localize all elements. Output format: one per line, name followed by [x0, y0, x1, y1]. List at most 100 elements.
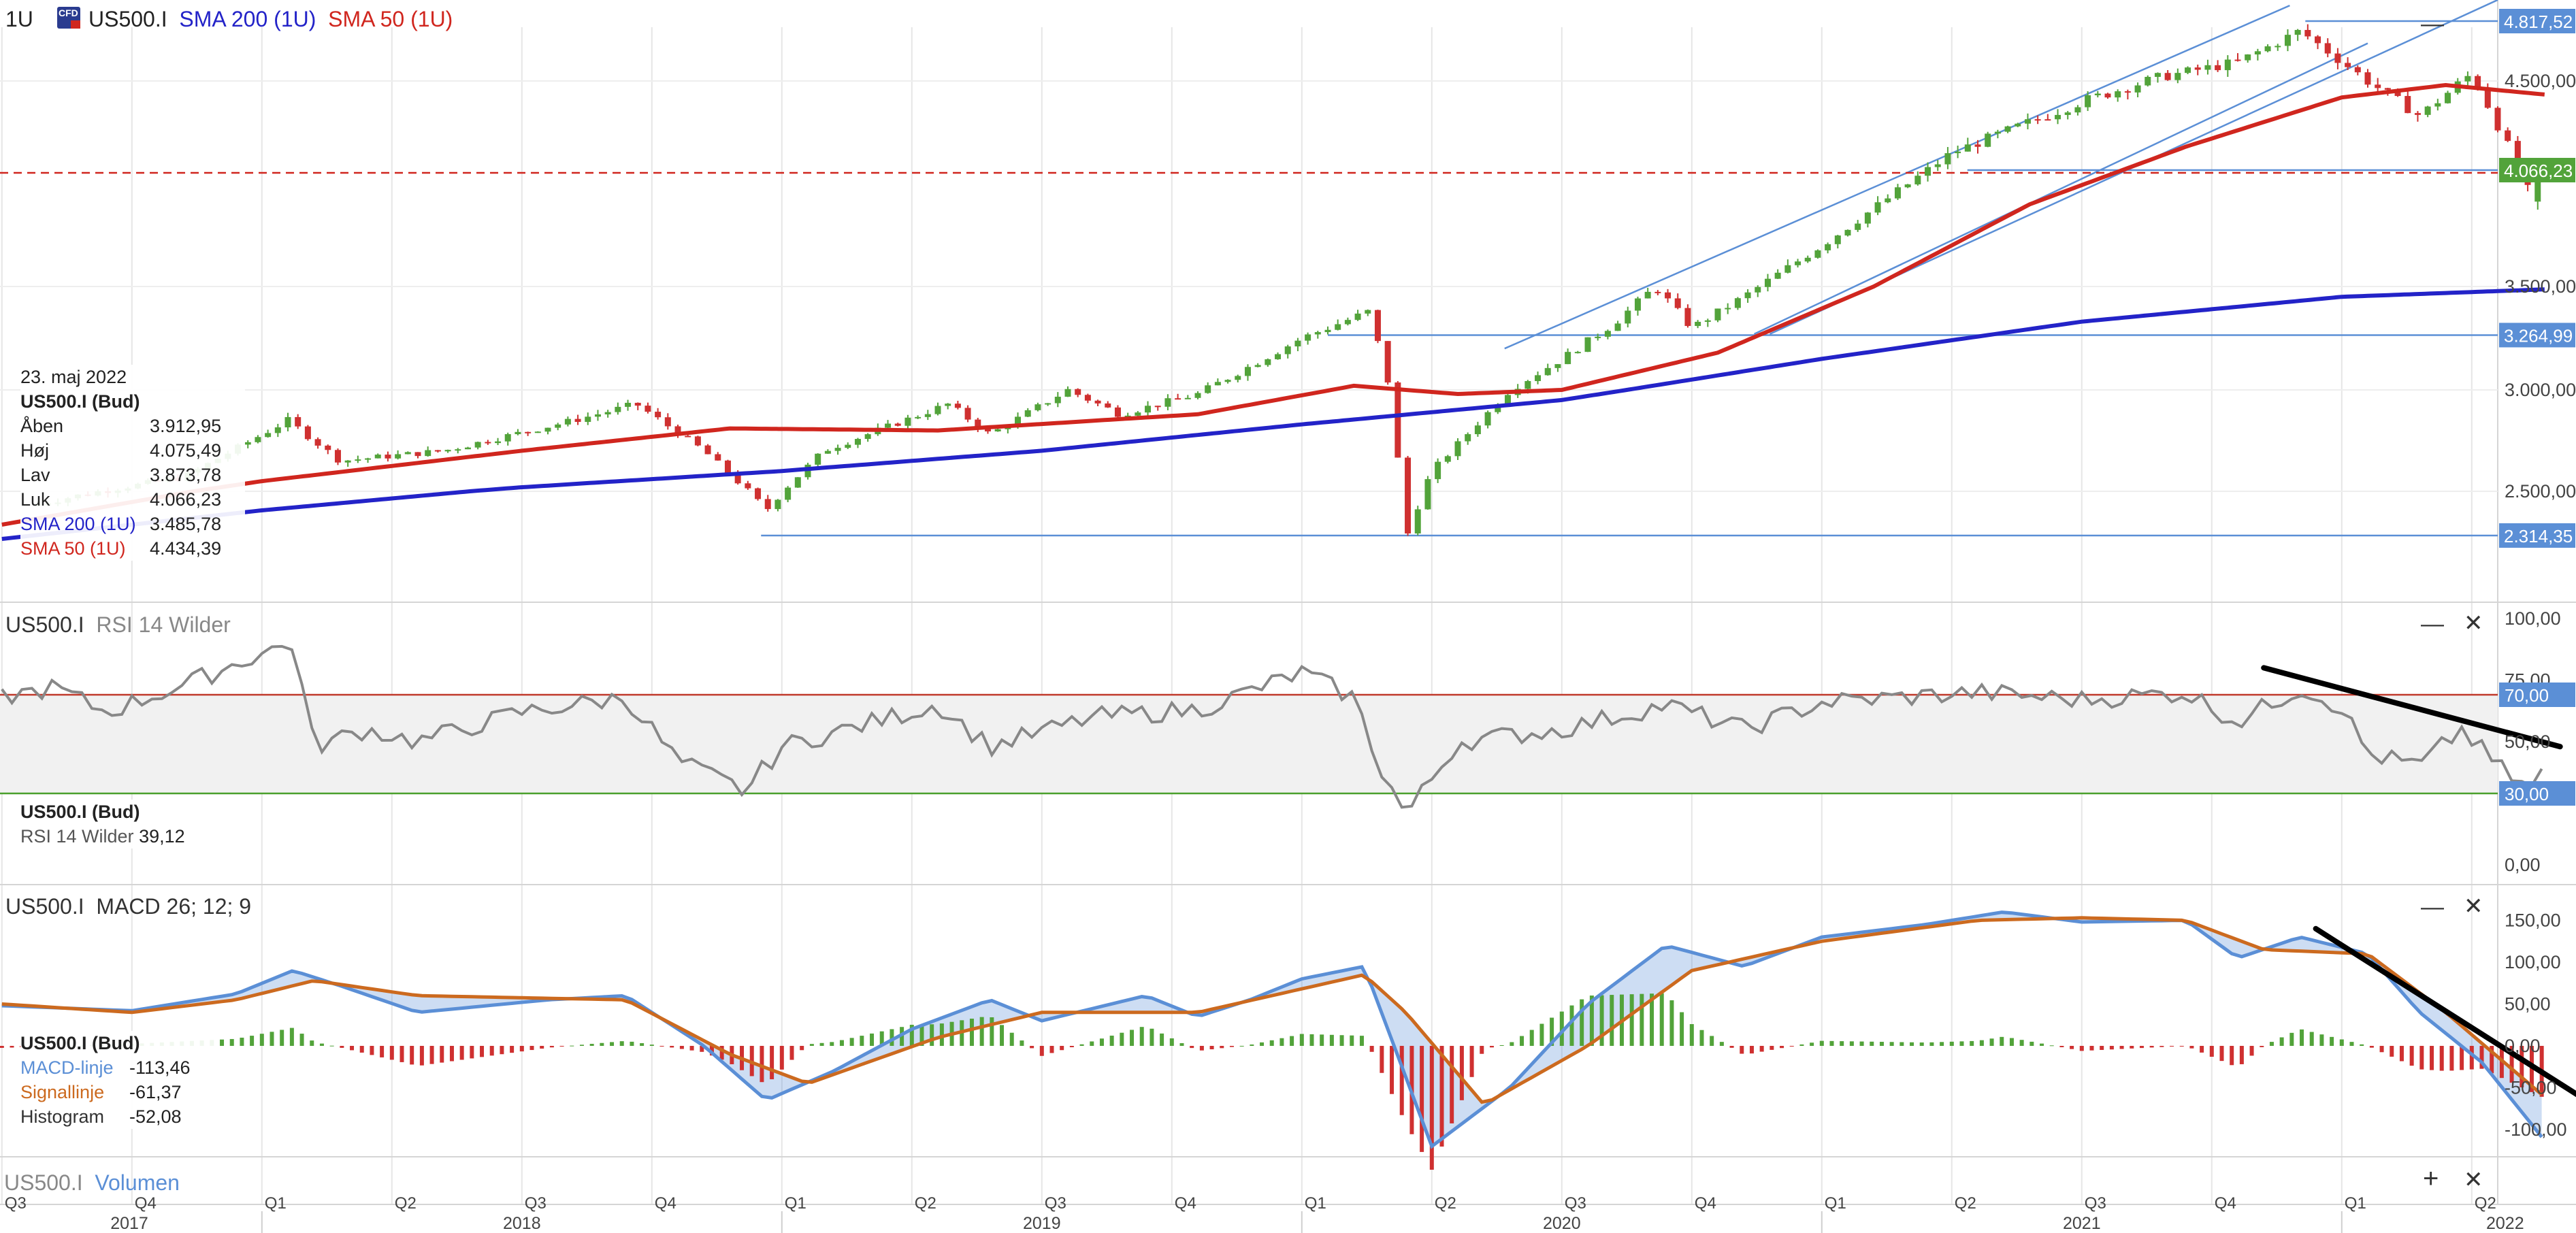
macd-panel[interactable]: 150,00 100,00 50,00 0,00 -50,00 -100,00 — [0, 910, 2576, 1170]
macd-info-label: MACD-linje — [20, 1057, 114, 1078]
candle-body — [2445, 93, 2451, 103]
histogram-bar — [449, 1046, 454, 1062]
candle-body — [355, 459, 361, 461]
rsi-title[interactable]: RSI 14 Wilder — [96, 612, 231, 637]
candle-body — [1344, 320, 1351, 325]
histogram-bar — [600, 1042, 604, 1046]
price-level-badge — [2499, 9, 2575, 34]
plus-icon[interactable]: + — [2423, 1164, 2439, 1194]
channel-lower-line[interactable] — [1753, 42, 2368, 335]
histogram-bar — [1150, 1028, 1154, 1046]
candle-body — [2294, 30, 2301, 35]
macd-symbol[interactable]: US500.I — [5, 894, 84, 919]
macd-trendline[interactable] — [2313, 925, 2576, 1100]
candle-body — [1704, 320, 1711, 322]
info-row: Lav 3.873,78 — [20, 463, 245, 487]
header-sma50[interactable]: SMA 50 (1U) — [328, 7, 453, 31]
candle-body — [854, 439, 861, 445]
price-level-badges: 4.817,52 4.066,23 3.264,99 2.314,35 — [2499, 9, 2575, 548]
minus-icon[interactable]: — — [2421, 611, 2444, 637]
info-row: SMA 200 (1U) 3.485,78 — [20, 512, 245, 536]
volume-title[interactable]: Volumen — [95, 1170, 180, 1195]
histogram-bar — [890, 1029, 894, 1046]
histogram-bar — [1919, 1042, 1924, 1046]
header-sma200[interactable]: SMA 200 (1U) — [179, 7, 316, 31]
volume-symbol[interactable]: US500.I — [4, 1170, 83, 1195]
candle-body — [785, 487, 792, 500]
candle-body — [1324, 329, 1331, 333]
histogram-bar — [1039, 1046, 1044, 1056]
histogram-bar — [1160, 1033, 1164, 1046]
candle-body — [1284, 346, 1291, 355]
candle-body — [1695, 321, 1701, 327]
x-quarter-label: Q1 — [1825, 1194, 1846, 1213]
candle-body — [1544, 367, 1551, 376]
candle-body — [964, 408, 971, 420]
minus-icon[interactable]: — — [2421, 11, 2444, 37]
macd-y-tick-label: 150,00 — [2505, 910, 2561, 931]
histogram-bar — [2509, 1046, 2514, 1083]
histogram-bar — [2209, 1046, 2214, 1057]
candle-body — [1395, 382, 1401, 458]
candle-body — [1275, 354, 1282, 359]
histogram-bar — [979, 1017, 984, 1046]
close-icon[interactable]: ✕ — [2464, 1167, 2483, 1193]
main-price-panel[interactable]: 4.500,00 3.500,00 3.000,00 2.500,00 4.817,5… — [0, 0, 2576, 548]
close-icon[interactable]: ✕ — [2464, 893, 2483, 919]
histogram-bar — [1780, 1046, 1784, 1049]
histogram-bar — [1569, 1005, 1574, 1046]
candle-body — [2334, 53, 2341, 63]
price-level-badge — [2499, 157, 2575, 182]
histogram-bar — [259, 1034, 264, 1046]
rsi-y-tick-label: 100,00 — [2505, 608, 2561, 629]
rsi-trendline[interactable] — [2261, 665, 2563, 750]
histogram-bar — [1199, 1046, 1204, 1051]
rsi-line — [1, 644, 2543, 809]
y-tick-label: 3.000,00 — [2505, 380, 2576, 400]
rsi-band — [0, 695, 2498, 794]
candle-body — [515, 431, 521, 435]
close-icon[interactable]: ✕ — [2464, 610, 2483, 636]
header-symbol[interactable]: US500.I — [88, 7, 167, 31]
candle-body — [344, 460, 351, 463]
candle-body — [1885, 198, 1891, 203]
candle-body — [1604, 331, 1611, 337]
histogram-bar — [860, 1036, 864, 1046]
histogram-bar — [819, 1042, 824, 1046]
candle-body — [885, 423, 892, 428]
x-quarter-label: Q1 — [1305, 1194, 1326, 1213]
candle-body — [815, 453, 821, 465]
grid — [0, 0, 2576, 1204]
histogram-bar — [2419, 1046, 2424, 1070]
macd-title[interactable]: MACD 26; 12; 9 — [96, 894, 252, 919]
histogram-bar — [229, 1038, 234, 1046]
candle-body — [615, 406, 621, 412]
volume-header: US500.I Volumen — [4, 1170, 180, 1196]
candle-body — [284, 416, 291, 428]
candle-body — [834, 448, 841, 451]
histogram-bar — [2000, 1036, 2004, 1046]
candle-body — [1894, 187, 1901, 199]
histogram-bar — [2349, 1042, 2354, 1046]
info-row-label: Luk — [20, 489, 50, 510]
histogram-bar — [2059, 1046, 2064, 1047]
histogram-bar — [1489, 1046, 1494, 1048]
candle-body — [734, 473, 741, 484]
minus-icon[interactable]: — — [2421, 894, 2444, 920]
candle-body — [444, 450, 451, 452]
macd-info-box: US500.I (Bud) MACD-linje -113,46 Signallin… — [20, 1031, 218, 1129]
candle-body — [1034, 404, 1041, 410]
candle-body — [525, 431, 532, 433]
price-level-badge-text: 4.817,52 — [2504, 12, 2573, 32]
histogram-bar — [619, 1041, 624, 1046]
candle-body — [2275, 46, 2281, 48]
interval-label[interactable]: 1U — [5, 7, 33, 31]
channel-upper-line[interactable] — [1504, 4, 2290, 350]
rsi-symbol[interactable]: US500.I — [5, 612, 84, 637]
candle-body — [1374, 310, 1381, 342]
candle-body — [715, 454, 721, 461]
candle-body — [2394, 89, 2401, 97]
